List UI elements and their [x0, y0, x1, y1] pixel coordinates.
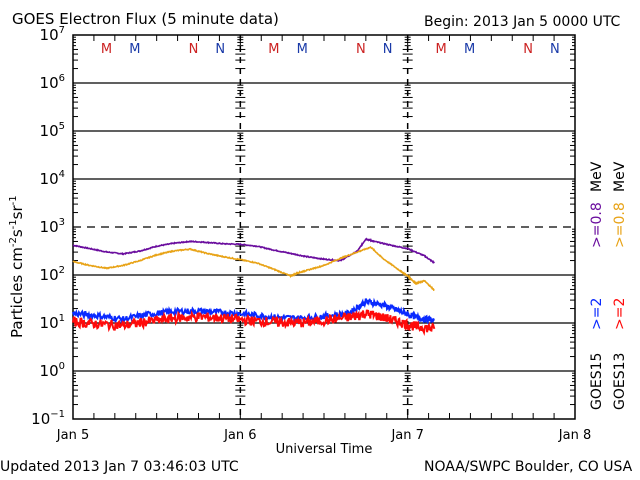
- y-tick-label: 104: [40, 169, 65, 188]
- y-tick-label: 10−1: [31, 409, 65, 428]
- series-goes13-0-8-mev: [72, 245, 435, 292]
- legend-mev-2: MeV: [612, 161, 628, 192]
- legend-goes13-2mev: >=2: [612, 297, 628, 330]
- chart-title: GOES Electron Flux (5 minute data): [12, 10, 279, 28]
- legend-goes15: GOES15: [589, 352, 605, 410]
- top-marker-m: M: [436, 42, 447, 57]
- begin-time: Begin: 2013 Jan 5 0000 UTC: [424, 14, 621, 30]
- top-marker-n: N: [189, 42, 199, 57]
- x-axis-label: Universal Time: [276, 442, 373, 457]
- top-marker-m: M: [297, 42, 308, 57]
- y-tick-label: 106: [40, 73, 65, 92]
- x-tick-label: Jan 7: [390, 428, 423, 443]
- y-tick-label: 100: [40, 361, 65, 380]
- y-tick-label: 101: [40, 313, 65, 332]
- top-marker-n: N: [550, 42, 560, 57]
- legend-mev-1: MeV: [589, 161, 605, 192]
- y-tick-label: 102: [40, 265, 65, 284]
- legend-goes15-08mev: >=0.8: [589, 202, 605, 248]
- x-tick-label: Jan 5: [56, 428, 89, 443]
- series-goes13-2-mev: [72, 309, 436, 337]
- top-marker-n: N: [215, 42, 225, 57]
- top-marker-n: N: [356, 42, 366, 57]
- y-tick-label: 107: [40, 25, 65, 44]
- legend-goes15-2mev: >=2: [589, 297, 605, 330]
- top-marker-m: M: [101, 42, 112, 57]
- legend-goes13-08mev: >=0.8: [612, 202, 628, 248]
- updated-timestamp: Updated 2013 Jan 7 03:46:03 UTC: [0, 459, 239, 475]
- top-marker-m: M: [268, 42, 279, 57]
- series-goes15-0-8-mev: [72, 237, 435, 264]
- y-tick-label: 105: [40, 121, 65, 140]
- y-tick-label: 103: [40, 217, 65, 236]
- x-tick-label: Jan 6: [223, 428, 256, 443]
- top-marker-n: N: [523, 42, 533, 57]
- top-marker-n: N: [383, 42, 393, 57]
- x-tick-label: Jan 8: [558, 428, 591, 443]
- top-marker-m: M: [464, 42, 475, 57]
- top-marker-m: M: [129, 42, 140, 57]
- legend-goes13: GOES13: [612, 352, 628, 410]
- plot-frame: [72, 34, 576, 420]
- credit: NOAA/SWPC Boulder, CO USA: [424, 459, 633, 475]
